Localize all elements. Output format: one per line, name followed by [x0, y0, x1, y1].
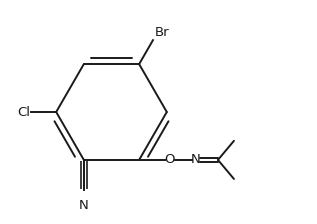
Text: N: N: [191, 153, 201, 166]
Text: Br: Br: [154, 26, 169, 39]
Text: Cl: Cl: [17, 106, 30, 118]
Text: O: O: [164, 153, 175, 166]
Text: N: N: [79, 199, 89, 212]
